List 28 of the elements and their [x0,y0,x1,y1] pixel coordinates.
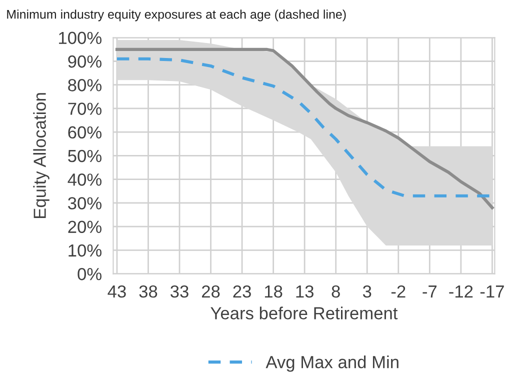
x-tick-label: 43 [108,285,126,298]
x-tick-label: 23 [233,285,251,298]
x-tick-label: 28 [202,285,220,298]
x-tick-label: -7 [422,286,437,298]
x-tick-label: 8 [332,285,340,298]
x-tick-label: 3 [362,285,372,298]
y-tick-label: 0% [78,268,102,280]
x-axis-title: Years before Retirement [210,306,398,320]
y-tick-label: 90% [68,55,102,68]
y-tick-label: 30% [68,197,102,210]
y-tick-label: 40% [68,173,102,186]
y-tick-label: 70% [68,102,102,115]
x-tick-label: -17 [480,286,504,298]
y-tick-label: 20% [68,220,102,234]
x-tick-label: -12 [449,285,473,298]
x-tick-label: 33 [170,285,188,298]
y-tick-label: 100% [59,32,102,44]
y-tick-label: 80% [68,79,102,92]
y-tick-label: 50% [68,150,102,162]
x-tick-label: -2 [391,285,406,298]
chart-title: Minimum industry equity exposures at each age (dashed line) [7,10,346,22]
x-tick-label: 13 [296,285,314,298]
x-tick-label: 18 [264,285,282,298]
y-tick-label: 10% [68,244,102,257]
y-axis-title: Equity Allocation [33,93,50,218]
y-tick-label: 60% [68,126,102,139]
legend-label: Avg Max and Min [266,356,398,372]
x-tick-label: 38 [139,285,158,298]
